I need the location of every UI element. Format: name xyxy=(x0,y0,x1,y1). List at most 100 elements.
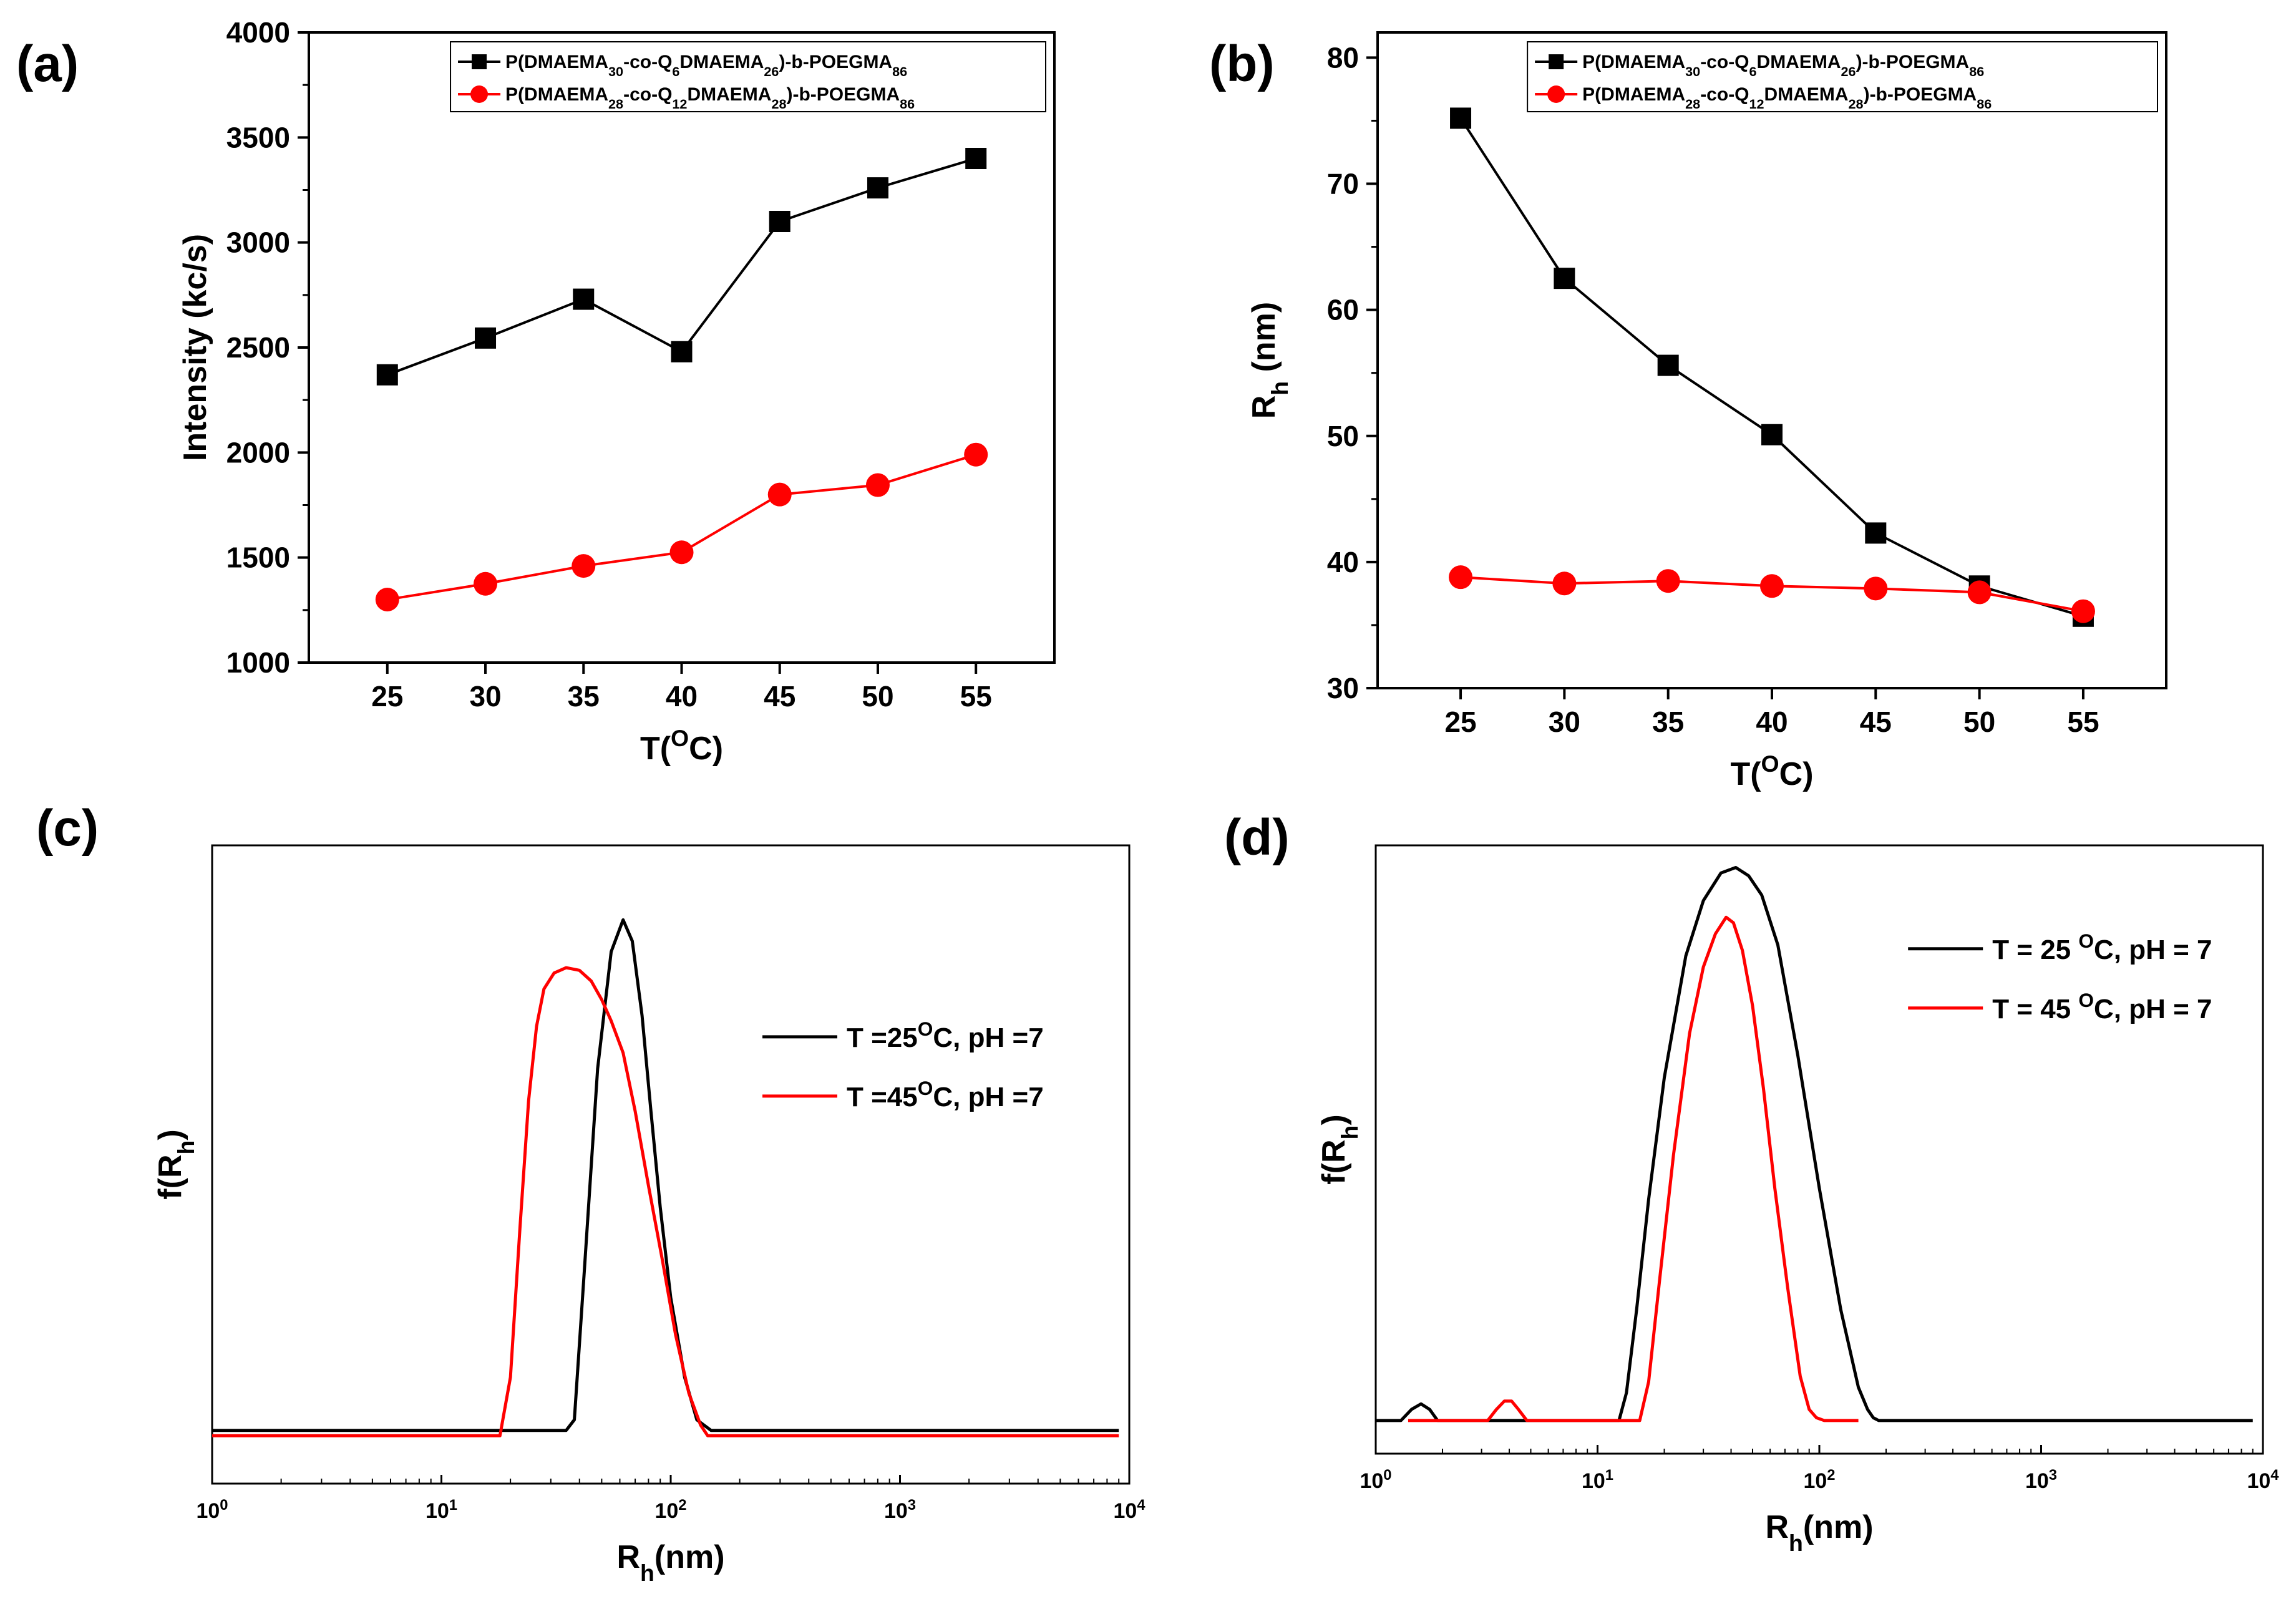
x-tick-label: 101 xyxy=(426,1497,457,1524)
data-point-circle xyxy=(669,540,694,565)
data-point-circle xyxy=(865,473,890,497)
label-part: DMAEMA xyxy=(679,52,764,72)
x-tick-label: 35 xyxy=(568,680,600,712)
data-point-circle xyxy=(474,571,498,596)
x-tick-label: 101 xyxy=(1582,1467,1613,1494)
label-part: 26 xyxy=(1841,64,1856,79)
y-tick-label: 40 xyxy=(1327,546,1359,578)
label-part: T( xyxy=(1730,756,1761,792)
legend-marker-circle xyxy=(1547,85,1565,103)
label-part: )-b-POEGMA xyxy=(1856,52,1970,72)
tick-base: 10 xyxy=(884,1499,908,1523)
label-part: Intensity (kc/s) xyxy=(177,234,213,461)
legend-marker-square xyxy=(1549,54,1564,69)
y-tick-label: 3000 xyxy=(226,226,290,259)
label-part: T = 45 xyxy=(1992,994,2078,1024)
y-tick-label: 4000 xyxy=(226,16,290,49)
tick-base: 10 xyxy=(2025,1469,2049,1493)
x-tick-label: 100 xyxy=(196,1497,228,1524)
x-tick-label: 45 xyxy=(764,680,795,712)
y-tick-label: 30 xyxy=(1327,672,1359,704)
x-tick-label: 104 xyxy=(1113,1497,1146,1524)
data-point-circle xyxy=(1552,571,1577,596)
panel-a: (a) 25 30 35 40 45 50 55 1000 1500 2000 2500 3000 350… xyxy=(16,16,1056,767)
tick-base: 10 xyxy=(2247,1469,2270,1493)
y-axis-title: Intensity (kc/s) xyxy=(177,234,213,461)
x-tick-label: 30 xyxy=(1549,706,1580,738)
y-tick-label: 80 xyxy=(1327,41,1359,74)
label-part: C) xyxy=(1779,756,1814,792)
series-curve xyxy=(1408,915,1859,1422)
data-point-circle xyxy=(1656,569,1680,593)
legend-box xyxy=(1527,41,2158,112)
tick-base: 10 xyxy=(1113,1499,1137,1523)
data-point-square xyxy=(1554,268,1575,289)
x-tick-label: 102 xyxy=(654,1497,686,1524)
tick-base: 10 xyxy=(196,1499,220,1523)
y-tick-label: 50 xyxy=(1327,420,1359,452)
label-part: T = 25 xyxy=(1992,935,2078,965)
x-tick-label: 25 xyxy=(371,680,403,712)
label-part: h xyxy=(173,1140,199,1155)
label-part: 86 xyxy=(1969,64,1984,79)
x-tick-label: 40 xyxy=(666,680,698,712)
panel-label: (c) xyxy=(36,800,99,857)
label-part: 6 xyxy=(1749,64,1757,79)
tick-exponent: 0 xyxy=(220,1497,228,1514)
label-part: O xyxy=(2078,989,2094,1011)
data-point-square xyxy=(769,211,790,232)
plot-frame xyxy=(211,844,1131,1485)
x-tick-label: 100 xyxy=(1360,1467,1391,1494)
label-part: -co-Q xyxy=(1700,52,1749,72)
label-part: DMAEMA xyxy=(1764,84,1849,105)
label-part: ) xyxy=(152,1129,188,1140)
legend-label: P(DMAEMA28-co-Q12DMAEMA28)-b-POEGMA86 xyxy=(505,84,915,112)
label-part: O xyxy=(671,725,689,751)
legend-box xyxy=(450,41,1046,112)
label-part: 28 xyxy=(608,96,623,112)
label-part: T =25 xyxy=(847,1023,918,1053)
tick-exponent: 3 xyxy=(2049,1467,2057,1484)
label-part: 26 xyxy=(764,64,779,79)
y-axis-title: f(Rh) xyxy=(1316,1114,1363,1184)
x-tick-label: 103 xyxy=(2025,1467,2057,1494)
label-part: C, pH =7 xyxy=(933,1023,1043,1053)
label-part: 86 xyxy=(892,64,907,79)
label-part: f(R xyxy=(1316,1140,1352,1185)
tick-exponent: 0 xyxy=(1383,1467,1391,1484)
label-part: 28 xyxy=(1849,96,1864,112)
label-part: O xyxy=(918,1018,933,1040)
label-part: C, pH = 7 xyxy=(2094,935,2212,965)
label-part: DMAEMA xyxy=(687,84,771,105)
tick-exponent: 2 xyxy=(678,1497,686,1514)
label-part: O xyxy=(918,1077,933,1099)
series-curve xyxy=(212,918,1119,1432)
tick-base: 10 xyxy=(1582,1469,1605,1493)
x-tick-label: 50 xyxy=(862,680,893,712)
data-point-circle xyxy=(964,442,988,467)
label-part: O xyxy=(1761,751,1779,777)
x-tick-label: 35 xyxy=(1652,706,1684,738)
label-part: C, pH =7 xyxy=(933,1082,1043,1112)
label-part: R xyxy=(1765,1509,1789,1545)
label-part: 30 xyxy=(1685,64,1700,79)
panel-label: (d) xyxy=(1224,809,1290,866)
data-point-square xyxy=(965,148,987,169)
label-part: 12 xyxy=(672,96,687,112)
data-point-square xyxy=(1865,522,1887,544)
series-curve xyxy=(1376,865,2253,1422)
tick-exponent: 2 xyxy=(1827,1467,1835,1484)
data-point-circle xyxy=(767,482,792,507)
data-point-square xyxy=(573,288,595,310)
x-tick-label: 40 xyxy=(1756,706,1788,738)
tick-exponent: 4 xyxy=(1137,1497,1146,1514)
y-tick-label: 2500 xyxy=(226,331,290,364)
label-part: )-b-POEGMA xyxy=(779,52,892,72)
tick-exponent: 4 xyxy=(2270,1467,2279,1484)
legend-label: T = 25 OC, pH = 7 xyxy=(1992,930,2212,965)
legend-label: P(DMAEMA30-co-Q6DMAEMA26)-b-POEGMA86 xyxy=(505,52,907,79)
data-point-circle xyxy=(1864,576,1888,601)
label-part: T =45 xyxy=(847,1082,918,1112)
